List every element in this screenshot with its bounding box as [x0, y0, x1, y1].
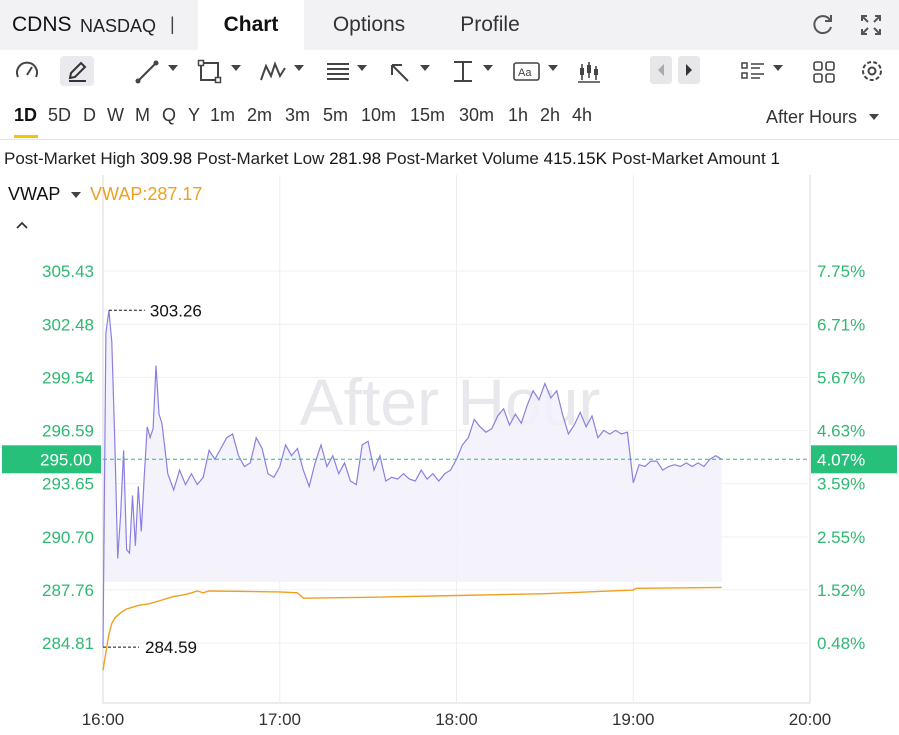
y-tick-price: 296.59	[42, 422, 94, 441]
svg-text:Aa: Aa	[518, 67, 532, 79]
y-tick-percent: 7.75%	[817, 262, 865, 281]
exchange-name: NASDAQ	[80, 16, 157, 36]
chevron-down-icon[interactable]	[71, 192, 81, 198]
grid-icon[interactable]	[812, 56, 836, 86]
post-market-stats: Post-Market High 309.98 Post-Market Low …	[4, 149, 899, 169]
period-w[interactable]: W	[107, 105, 124, 125]
collapse-icon[interactable]	[14, 218, 30, 236]
candlestick-icon[interactable]	[576, 56, 602, 86]
y-tick-percent: 3.59%	[817, 475, 865, 494]
stat-value: 281.98	[329, 149, 382, 168]
trend-line-icon[interactable]	[134, 56, 162, 86]
x-tick-label: 18:00	[435, 710, 478, 729]
last-price-label: 295.00	[40, 450, 92, 469]
period-m[interactable]: M	[135, 105, 150, 125]
period-1h[interactable]: 1h	[508, 105, 529, 125]
period-y[interactable]: Y	[188, 105, 201, 125]
text-icon[interactable]: Aa	[512, 56, 542, 86]
ticker-symbol: CDNS	[12, 13, 72, 36]
refresh-icon[interactable]	[810, 12, 836, 38]
chevron-down-icon[interactable]	[420, 65, 430, 71]
drawing-toolbar: Aa	[0, 50, 899, 92]
top-bar: CDNS NASDAQ | Chart Options Profile	[0, 0, 899, 50]
chevron-down-icon[interactable]	[294, 65, 304, 71]
period-1d[interactable]: 1D	[14, 105, 38, 125]
vertical-line-icon[interactable]	[450, 56, 476, 86]
header-separator: |	[170, 14, 175, 34]
chevron-down-icon[interactable]	[773, 65, 783, 71]
y-tick-percent: 6.71%	[817, 315, 865, 334]
last-change-label: 4.07%	[817, 450, 865, 469]
x-tick-label: 17:00	[258, 710, 301, 729]
y-tick-percent: 5.67%	[817, 368, 865, 387]
price-series-line	[102, 310, 722, 647]
stat-label: Post-Market Low	[196, 149, 325, 168]
y-tick-price: 305.43	[42, 262, 94, 281]
stat-label: Post-Market Amount	[611, 149, 766, 168]
last-change-badge	[811, 445, 897, 474]
settings-icon[interactable]	[859, 56, 885, 86]
period-5d[interactable]: 5D	[48, 105, 72, 125]
pen-icon[interactable]	[60, 56, 94, 86]
period-d[interactable]: D	[83, 105, 96, 125]
period-10m[interactable]: 10m	[361, 105, 397, 125]
chevron-down-icon[interactable]	[548, 65, 558, 71]
pattern-icon[interactable]	[258, 56, 290, 86]
speedometer-icon[interactable]	[12, 56, 42, 86]
y-tick-price: 284.81	[42, 634, 94, 653]
stat-value: 415.15K	[543, 149, 607, 168]
y-tick-price: 287.76	[42, 581, 94, 600]
indicator-value: VWAP:287.17	[90, 184, 203, 204]
period-5m[interactable]: 5m	[323, 105, 349, 125]
y-tick-price: 302.48	[42, 315, 94, 334]
stat-label: Post-Market Volume	[385, 149, 539, 168]
low-price-label: 284.59	[145, 638, 197, 657]
period-3m[interactable]: 3m	[285, 105, 311, 125]
period-1m[interactable]: 1m	[210, 105, 236, 125]
period-15m[interactable]: 15m	[410, 105, 446, 125]
period-2h[interactable]: 2h	[540, 105, 561, 125]
stat-value: 309.98	[140, 149, 193, 168]
tab-chart[interactable]: Chart	[198, 0, 304, 50]
prev-icon[interactable]	[650, 56, 672, 84]
x-tick-label: 20:00	[789, 710, 832, 729]
y-tick-price: 293.65	[42, 475, 94, 494]
x-tick-label: 16:00	[82, 710, 125, 729]
price-area-fill	[103, 310, 722, 647]
price-chart[interactable]: 16:00 17:00 18:00 19:00 20:00 305.43 7.75% 302.…	[0, 175, 899, 735]
stat-label: Post-Market High	[4, 149, 136, 168]
last-price-badge	[2, 445, 101, 474]
x-tick-label: 19:00	[612, 710, 655, 729]
rectangle-icon[interactable]	[196, 56, 224, 86]
chevron-down-icon[interactable]	[483, 65, 493, 71]
session-selector[interactable]: After Hours	[766, 107, 858, 127]
y-tick-price: 299.54	[42, 368, 94, 387]
y-tick-percent: 1.52%	[817, 581, 865, 600]
y-tick-percent: 2.55%	[817, 528, 865, 547]
y-tick-price: 290.70	[42, 528, 94, 547]
arrow-icon[interactable]	[386, 56, 414, 86]
tab-options[interactable]: Options	[332, 13, 406, 36]
period-30m[interactable]: 30m	[459, 105, 495, 125]
y-tick-percent: 0.48%	[817, 634, 865, 653]
list-icon[interactable]	[740, 56, 766, 86]
y-tick-percent: 4.63%	[817, 422, 865, 441]
next-icon[interactable]	[678, 56, 700, 84]
fibonacci-icon[interactable]	[324, 56, 352, 86]
chevron-down-icon[interactable]	[357, 65, 367, 71]
active-period-indicator	[14, 135, 38, 138]
fullscreen-icon[interactable]	[858, 12, 884, 38]
chevron-down-icon[interactable]	[168, 65, 178, 71]
period-q[interactable]: Q	[162, 105, 177, 125]
tab-profile[interactable]: Profile	[460, 13, 520, 36]
period-selector: 1D 5D D W M Q Y 1m 2m 3m 5m 10m 15m 30m …	[0, 92, 899, 140]
indicator-name[interactable]: VWAP	[8, 184, 61, 204]
period-4h[interactable]: 4h	[572, 105, 593, 125]
stat-value: 1	[770, 149, 780, 168]
chevron-down-icon[interactable]	[231, 65, 241, 71]
chevron-down-icon[interactable]	[869, 114, 879, 120]
vwap-series-line	[102, 586, 722, 671]
high-price-label: 303.26	[150, 301, 202, 320]
period-2m[interactable]: 2m	[247, 105, 273, 125]
